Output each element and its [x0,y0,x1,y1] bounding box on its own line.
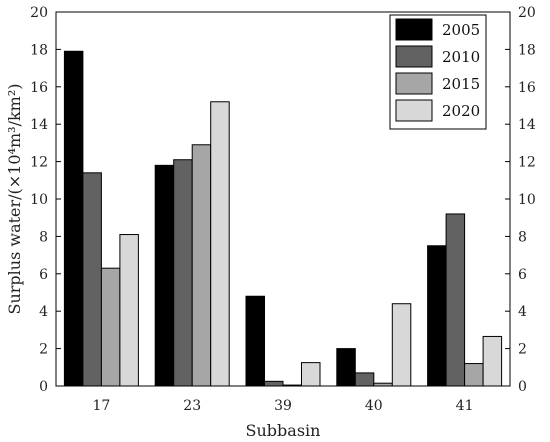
y-tick-label-left: 12 [30,155,48,171]
y-tick-label-left: 2 [39,342,48,358]
y-tick-label-right: 18 [518,42,536,58]
legend: 2005 2010 2015 2020 [389,14,487,130]
legend-label-2015: 2015 [442,75,480,93]
y-tick-label-left: 18 [30,42,48,58]
legend-swatch-2010 [395,45,433,68]
bar-2015-23 [191,144,212,387]
x-tick-label: 39 [274,398,292,414]
bar-2015-39 [282,384,302,387]
bar-2010-23 [173,159,193,387]
x-tick-label: 23 [183,398,201,414]
y-tick-label-left: 6 [39,267,48,283]
bar-2020-40 [391,303,412,387]
y-tick-label-right: 0 [518,379,527,395]
y-tick-label-left: 8 [39,229,48,245]
y-axis-title: Surplus water/(×10⁴m³/km²) [5,84,24,315]
bar-2010-41 [445,213,466,387]
y-tick-label-left: 10 [30,192,48,208]
y-tick-label-right: 6 [518,267,527,283]
y-tick-label-right: 2 [518,342,527,358]
y-tick-label-left: 20 [30,5,48,21]
bar-2015-41 [464,363,484,387]
y-tick-label-right: 14 [518,117,536,133]
legend-swatch-2015 [395,72,433,95]
y-tick-label-right: 12 [518,155,536,171]
bars [63,50,503,387]
bar-2020-23 [210,101,230,387]
legend-swatch-2020 [395,99,433,122]
x-tick-label: 40 [365,398,383,414]
bar-2020-17 [119,234,139,387]
bar-2005-41 [427,245,447,387]
bar-2005-17 [63,50,84,387]
bar-2015-40 [373,382,393,387]
bar-2005-39 [245,295,265,387]
x-axis-title: Subbasin [246,421,321,440]
bar-2010-17 [82,172,102,387]
x-tick-label: 17 [92,398,110,414]
legend-swatch-2005 [395,18,433,41]
y-tick-label-left: 14 [30,117,48,133]
x-tick-label: 41 [456,398,474,414]
legend-label-2010: 2010 [442,48,480,66]
bar-2015-17 [100,267,121,387]
y-tick-label-right: 10 [518,192,536,208]
bar-2010-39 [264,380,284,387]
bar-2020-39 [301,362,321,387]
legend-label-2005: 2005 [442,21,480,39]
legend-label-2020: 2020 [442,102,480,120]
bar-2005-23 [154,164,175,387]
y-tick-label-right: 16 [518,80,536,96]
y-tick-label-left: 0 [39,379,48,395]
y-tick-label-right: 8 [518,229,527,245]
y-tick-label-left: 16 [30,80,48,96]
bar-2005-40 [336,348,356,387]
bar-2010-40 [354,372,375,387]
bar-2020-41 [482,335,503,387]
y-tick-label-right: 4 [518,304,527,320]
y-tick-label-left: 4 [39,304,48,320]
y-tick-label-right: 20 [518,5,536,21]
